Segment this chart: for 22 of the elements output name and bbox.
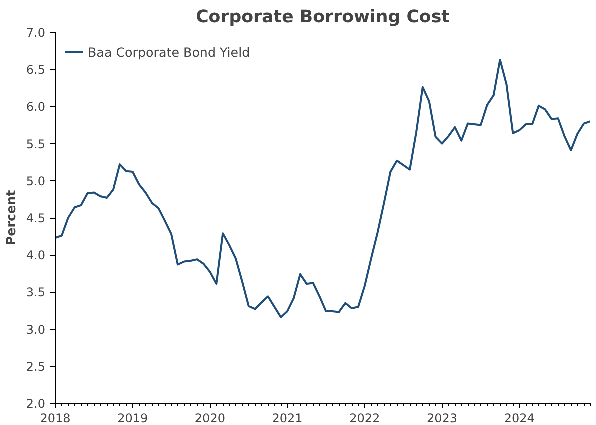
x-tick-label: 2024 <box>504 412 535 425</box>
line-series <box>56 58 590 318</box>
legend-label: Baa Corporate Bond Yield <box>88 44 250 60</box>
x-tick-label: 2019 <box>118 412 148 425</box>
y-tick-label: 5.0 <box>26 174 46 188</box>
y-tick-label: 2.5 <box>26 360 46 374</box>
x-tick-label: 2018 <box>40 412 71 425</box>
y-tick-label: 7.0 <box>26 26 46 40</box>
x-tick-label: 2020 <box>194 412 226 425</box>
chart-title: Corporate Borrowing Cost <box>196 8 450 28</box>
y-tick-label: 3.0 <box>26 322 46 337</box>
y-tick-label: 5.5 <box>26 137 46 152</box>
y-tick-label: 4.5 <box>26 212 46 226</box>
y-tick-label: 6.0 <box>26 100 46 114</box>
y-tick-label: 2.0 <box>26 397 46 411</box>
y-tick-label: 3.5 <box>26 286 46 300</box>
x-tick-label: 2021 <box>272 412 303 425</box>
y-axis-title: Percent <box>3 190 18 246</box>
x-tick-label: 2022 <box>350 412 380 425</box>
y-tick-label: 6.5 <box>26 63 46 78</box>
x-tick-label: 2023 <box>426 412 458 425</box>
y-tick-label: 4.0 <box>26 248 46 263</box>
